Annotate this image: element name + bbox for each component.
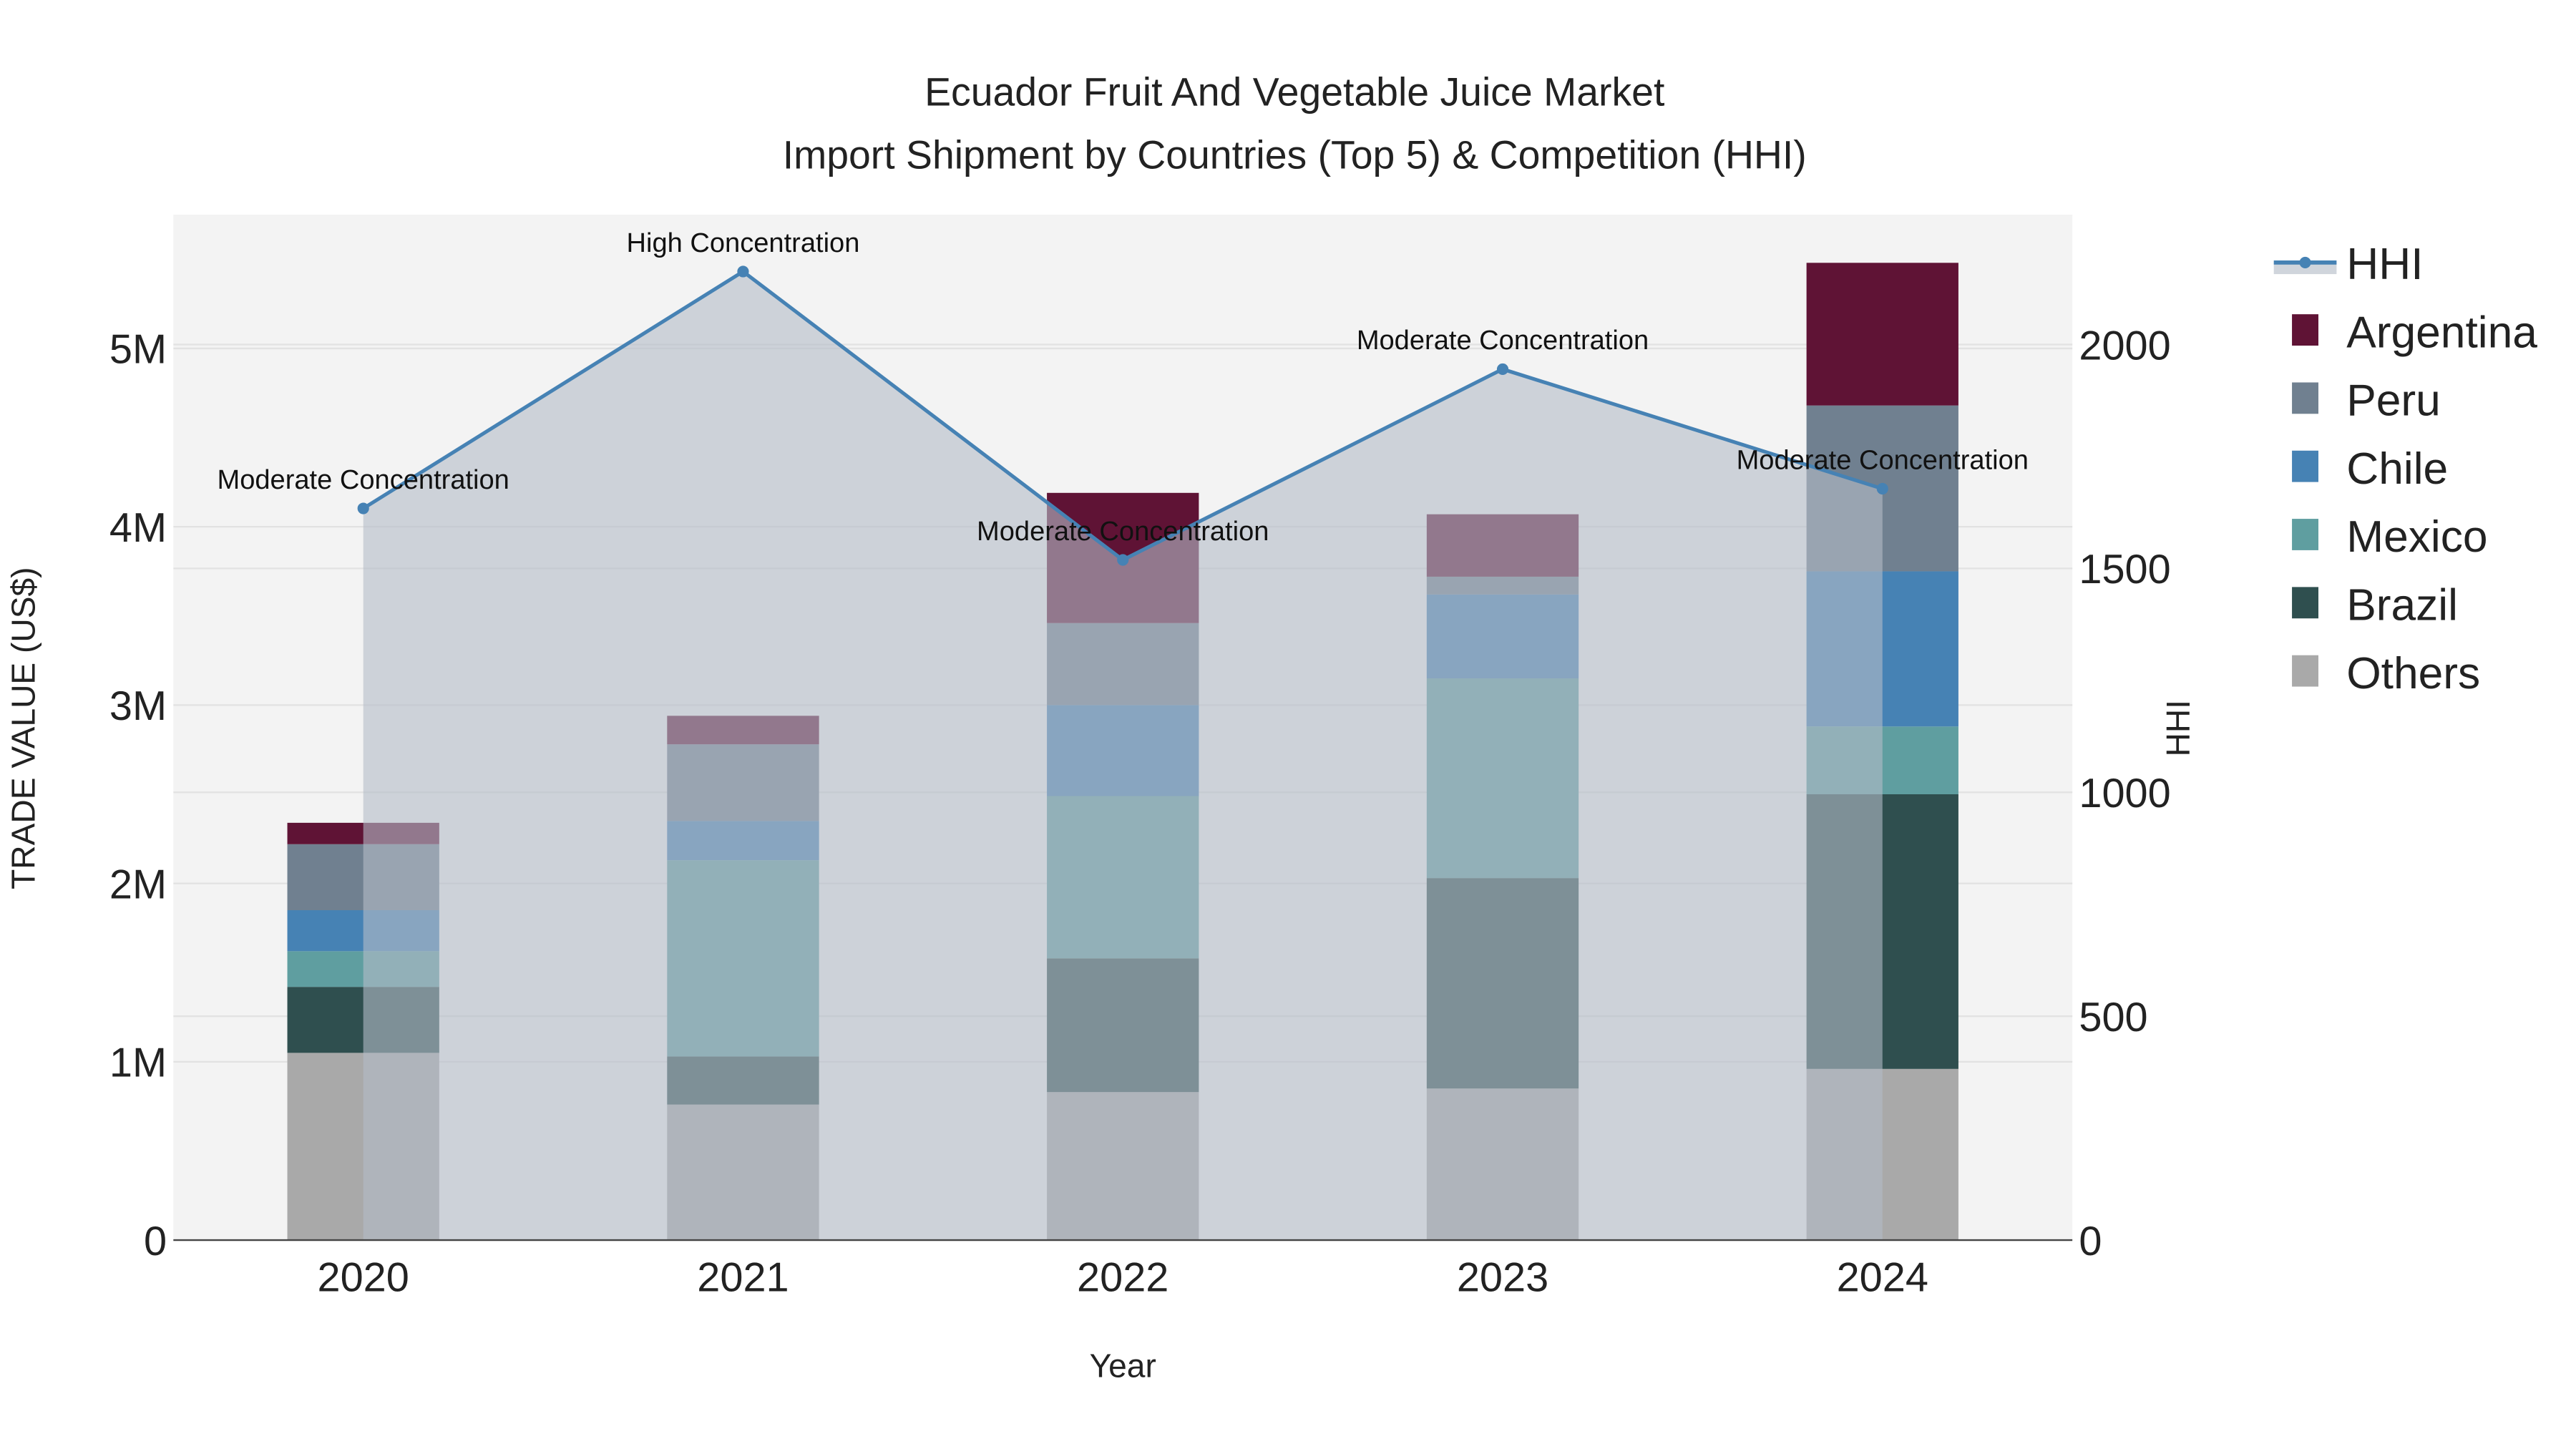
legend-label: Peru [2346, 376, 2441, 426]
chart-title-line2: Import Shipment by Countries (Top 5) & C… [783, 132, 1807, 177]
y2-tick-label: 2000 [2079, 323, 2170, 369]
y2-tick-label: 1500 [2079, 547, 2170, 592]
legend-swatch-others [2292, 655, 2318, 687]
y-axis-title: TRADE VALUE (US$) [4, 567, 42, 889]
hhi-annotation: Moderate Concentration [977, 517, 1269, 547]
bar-argentina [1806, 263, 1958, 406]
legend-swatch-peru [2292, 382, 2318, 414]
hhi-area [363, 271, 1883, 1241]
legend-label: Others [2346, 649, 2480, 698]
y-tick-label: 3M [109, 683, 167, 729]
hhi-annotation: Moderate Concentration [1737, 445, 2029, 475]
legend-label: Chile [2346, 444, 2448, 494]
hhi-point [737, 265, 749, 278]
legend-swatch-mexico [2292, 519, 2318, 550]
legend-hhi-marker [2299, 256, 2311, 268]
y-tick-label: 5M [109, 327, 167, 373]
legend: HHI Argentina Peru Chile Mexico Brazil Others [2273, 240, 2537, 698]
x-tick-label: 2020 [318, 1255, 409, 1301]
y2-axis-title: HHI [2160, 700, 2197, 756]
x-tick-label: 2022 [1077, 1255, 1169, 1301]
legend-label: Brazil [2346, 581, 2458, 630]
hhi-annotation: Moderate Concentration [1357, 326, 1649, 356]
hhi-point [1876, 482, 1888, 495]
x-axis-title: Year [1090, 1347, 1156, 1385]
y-tick-label: 2M [109, 862, 167, 907]
y2-tick-label: 0 [2079, 1219, 2102, 1264]
y-tick-label: 4M [109, 505, 167, 551]
hhi-point [357, 502, 369, 514]
legend-swatch-brazil [2292, 587, 2318, 619]
hhi-annotation: High Concentration [627, 228, 860, 258]
y-tick-label: 1M [109, 1040, 167, 1086]
hhi-point [1117, 554, 1129, 566]
legend-label: Argentina [2346, 308, 2537, 357]
hhi-annotation: Moderate Concentration [218, 465, 509, 495]
x-tick-label: 2021 [697, 1255, 789, 1301]
y2-tick-label: 1000 [2079, 771, 2170, 816]
chart-title-line1: Ecuador Fruit And Vegetable Juice Market [924, 70, 1664, 114]
y-tick-label: 0 [144, 1219, 167, 1264]
y2-tick-label: 500 [2079, 995, 2147, 1040]
hhi-series: Moderate Concentration High Concentration… [218, 228, 2029, 1241]
legend-label: Mexico [2346, 512, 2487, 562]
hhi-point [1496, 363, 1509, 375]
legend-label: HHI [2346, 240, 2423, 289]
tick-labels: 0 1M 2M 3M 4M 5M 0 500 1000 1500 2000 2020 2021 2022 2… [109, 323, 2171, 1300]
x-tick-label: 2024 [1837, 1255, 1928, 1301]
x-tick-label: 2023 [1457, 1255, 1548, 1301]
legend-swatch-chile [2292, 450, 2318, 482]
legend-swatch-argentina [2292, 314, 2318, 346]
